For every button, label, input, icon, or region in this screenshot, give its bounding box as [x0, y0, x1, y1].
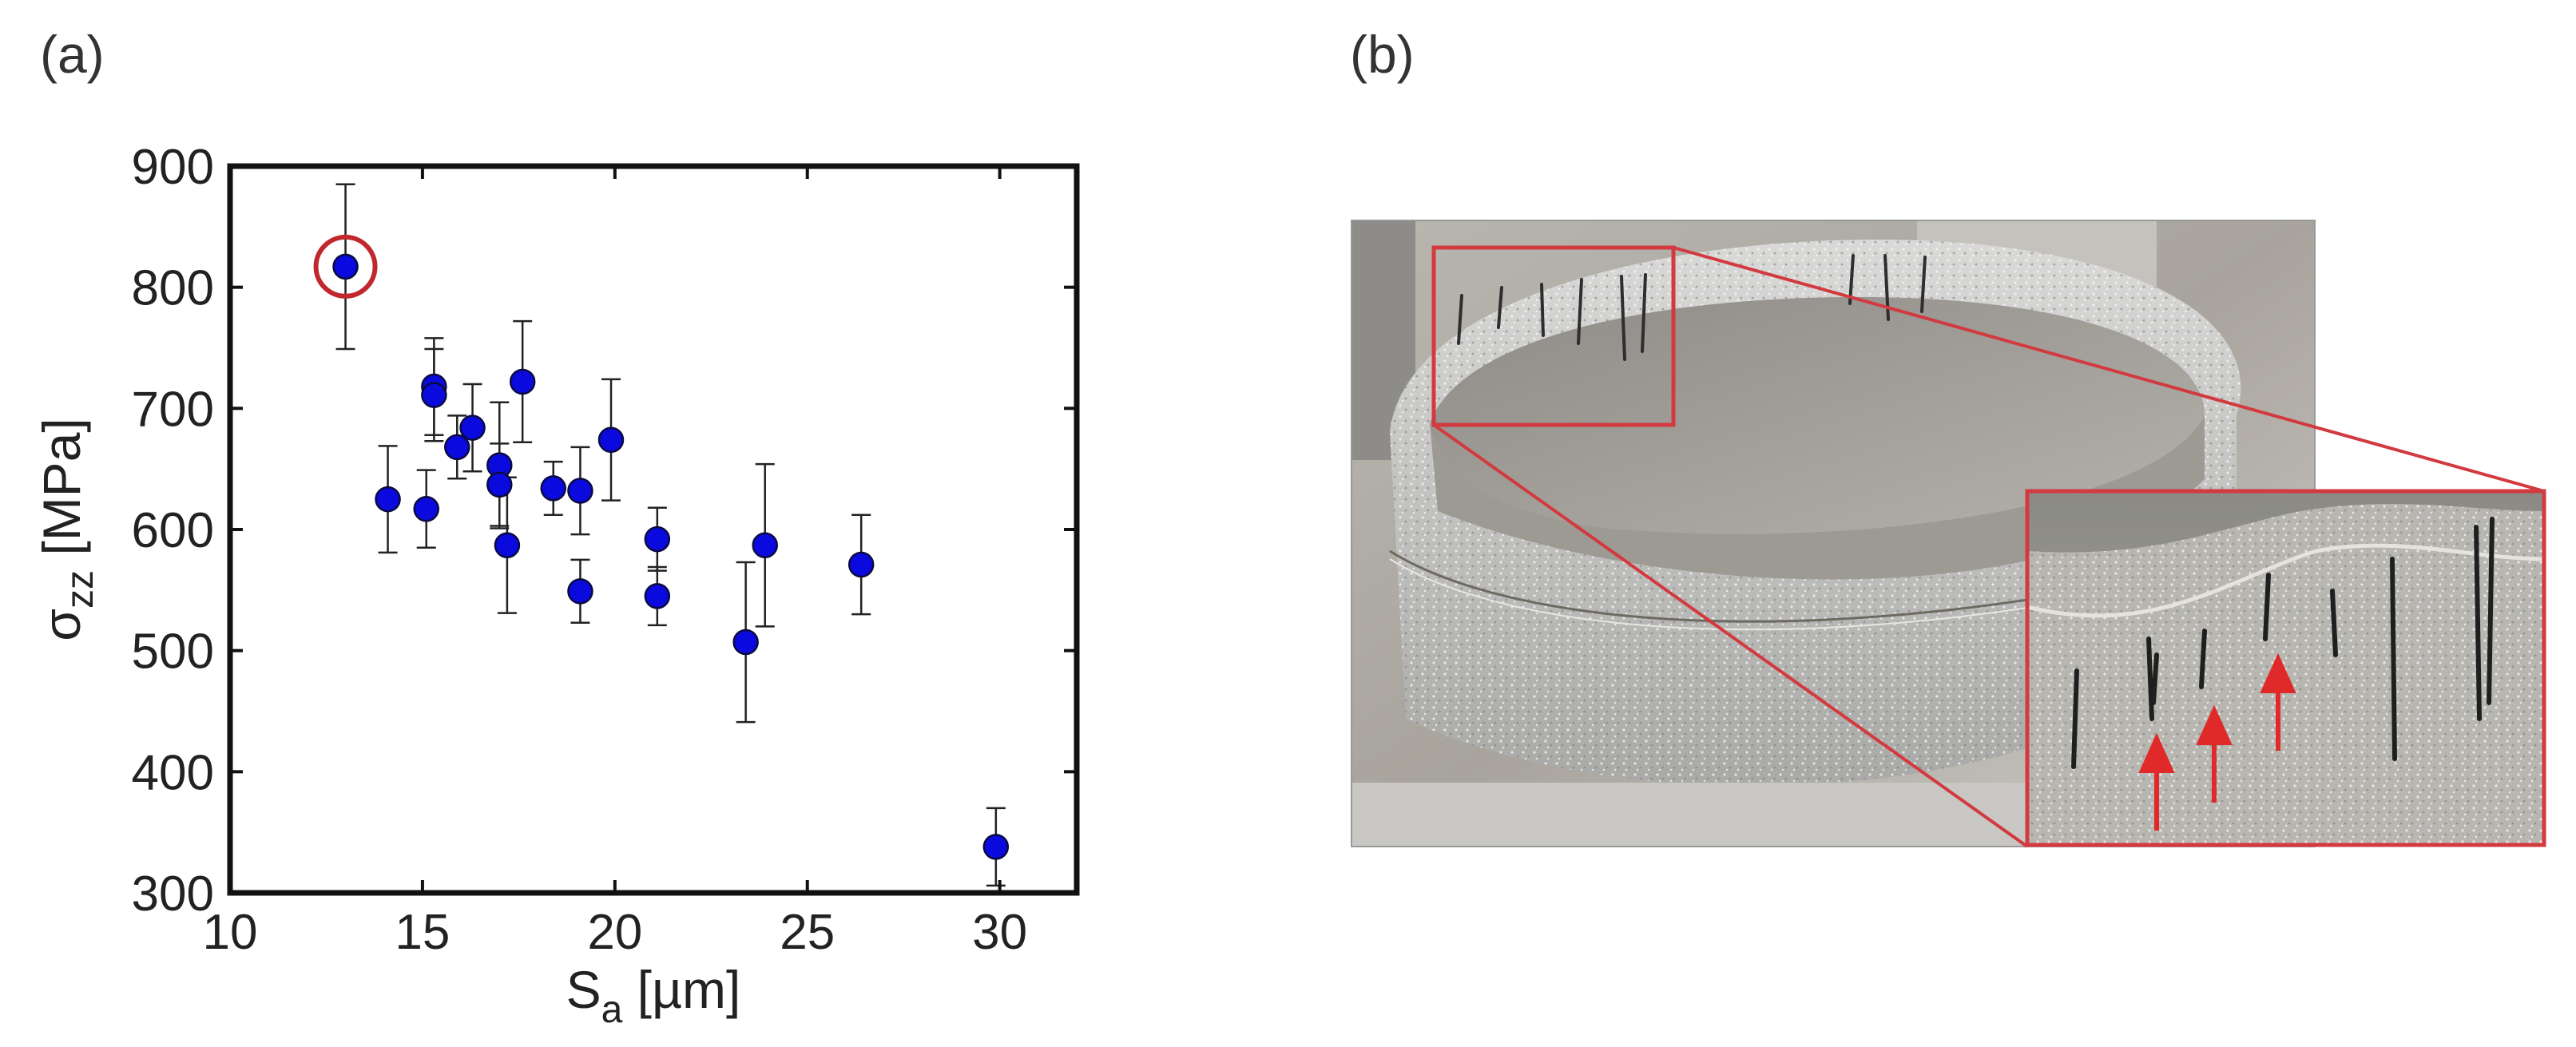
data-point — [332, 253, 359, 280]
data-point — [494, 532, 521, 558]
data-point — [509, 368, 536, 395]
crack-arrows — [2138, 652, 2296, 831]
arrow-icon — [2196, 704, 2233, 745]
x-axis-ticks: 10 15 20 25 30 — [203, 166, 1027, 960]
arrow-icon — [2138, 732, 2175, 773]
data-point — [421, 382, 447, 408]
y-axis-title: σzz [MPa] — [32, 418, 101, 640]
x-tick-label: 30 — [972, 905, 1027, 960]
chart-marks — [313, 183, 1010, 887]
data-point — [644, 525, 671, 553]
y-tick-label: 400 — [132, 745, 214, 800]
zoom-connector-bottom — [1432, 423, 2029, 848]
ring-photo — [1352, 220, 2315, 847]
highlight-ring — [313, 234, 378, 299]
scatter-chart: 10 15 20 25 30 300 400 500 600 700 800 900 Sa [µm]… — [32, 140, 1080, 1031]
y-tick-label: 600 — [132, 503, 214, 558]
data-point — [644, 583, 671, 609]
y-axis-ticks: 300 400 500 600 700 800 900 — [132, 140, 1077, 922]
x-tick-label: 25 — [780, 905, 835, 960]
panel-label-a: (a) — [40, 25, 105, 84]
x-tick-label: 15 — [395, 905, 450, 960]
panel-label-b: (b) — [1350, 25, 1415, 84]
data-point — [982, 834, 1010, 860]
data-point — [567, 478, 593, 504]
arrow-icon — [2260, 652, 2296, 693]
data-point — [540, 475, 566, 502]
zoom-inset — [2025, 489, 2546, 847]
x-axis-title: Sa [µm] — [566, 960, 741, 1031]
zoom-connector-top — [1673, 246, 2545, 493]
y-tick-label: 300 — [132, 867, 214, 922]
data-point — [375, 486, 401, 513]
y-tick-label: 500 — [132, 625, 214, 680]
data-point — [752, 532, 778, 558]
y-tick-label: 800 — [132, 261, 214, 316]
data-point — [486, 471, 513, 498]
data-point — [597, 426, 625, 454]
data-point — [567, 578, 593, 605]
data-point — [732, 629, 759, 656]
zoom-region-box — [1431, 245, 1676, 427]
data-point — [413, 495, 439, 522]
x-tick-label: 20 — [587, 905, 642, 960]
data-point — [847, 551, 875, 578]
y-tick-label: 900 — [132, 140, 214, 195]
x-tick-label: 10 — [203, 905, 258, 960]
data-point — [444, 434, 470, 461]
y-tick-label: 700 — [132, 382, 214, 437]
data-point — [459, 414, 486, 441]
